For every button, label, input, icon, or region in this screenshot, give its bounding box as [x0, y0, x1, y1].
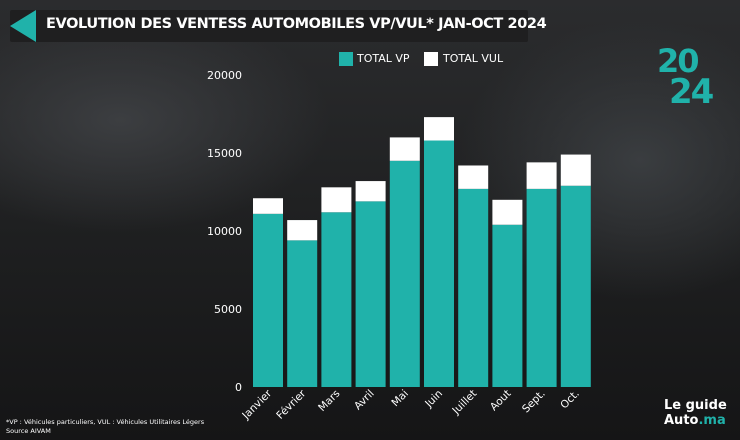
legend-swatch-vul	[424, 52, 438, 66]
bar-vp	[253, 213, 283, 387]
x-tick-label: Aout	[488, 388, 514, 414]
year-badge: 20 24	[655, 42, 715, 112]
bar-vul	[355, 181, 386, 202]
footnote-definitions: *VP : Véhicules particuliers, VUL : Véhi…	[6, 418, 205, 426]
legend-label-vp: TOTAL VP	[357, 52, 410, 65]
bar-vul	[424, 117, 454, 141]
brand-line2-main: Auto	[664, 413, 699, 428]
x-tick-label: Février	[274, 387, 309, 422]
title-bar	[10, 10, 528, 42]
brand-line1: Le guide	[664, 398, 727, 413]
bar-vp	[389, 160, 420, 387]
bar-vul	[560, 154, 591, 186]
y-tick-label: 0	[235, 381, 242, 394]
x-tick-label: Mars	[316, 388, 342, 414]
footnote-source: Source AIVAM	[6, 427, 51, 435]
x-tick-label: Oct.	[558, 388, 582, 412]
back-arrow-icon[interactable]	[10, 10, 36, 42]
bar-vp	[526, 188, 557, 387]
bar-vul	[458, 165, 489, 189]
y-tick-label: 10000	[207, 225, 242, 238]
brand-logo: Le guide Auto.ma	[664, 398, 736, 428]
brand-line2-accent: .ma	[698, 413, 726, 428]
bar-vul	[321, 187, 352, 213]
bar-vp	[321, 212, 352, 387]
bar-vul	[287, 220, 318, 241]
x-tick-label: Mai	[389, 388, 411, 410]
year-badge-line2: 24	[669, 72, 714, 112]
footnote: *VP : Véhicules particuliers, VUL : Véhi…	[6, 418, 204, 436]
x-tick-label: Janvier	[239, 387, 274, 422]
bar-vul	[253, 198, 283, 214]
y-tick-label: 5000	[214, 303, 242, 316]
bar-vul	[389, 137, 420, 161]
x-tick-label: Juin	[422, 388, 445, 411]
bar-vp	[424, 140, 454, 387]
bar-vul	[492, 199, 523, 225]
x-tick-label: Avril	[352, 388, 377, 413]
bar-vp	[355, 201, 386, 387]
year-badge-line1: 20	[657, 42, 700, 80]
legend-swatch-vp	[339, 52, 353, 66]
bar-vp	[492, 224, 523, 387]
bar-vul	[526, 162, 557, 189]
bar-vp	[287, 240, 318, 387]
legend-label-vul: TOTAL VUL	[443, 52, 504, 65]
y-tick-label: 15000	[207, 147, 242, 160]
chart-title: EVOLUTION DES VENTESS AUTOMOBILES VP/VUL…	[46, 16, 547, 32]
bar-vp	[560, 185, 591, 387]
x-tick-label: Juillet	[450, 388, 480, 418]
y-tick-label: 20000	[207, 69, 242, 82]
x-tick-label: Sept.	[520, 388, 548, 416]
bar-vp	[458, 188, 489, 387]
